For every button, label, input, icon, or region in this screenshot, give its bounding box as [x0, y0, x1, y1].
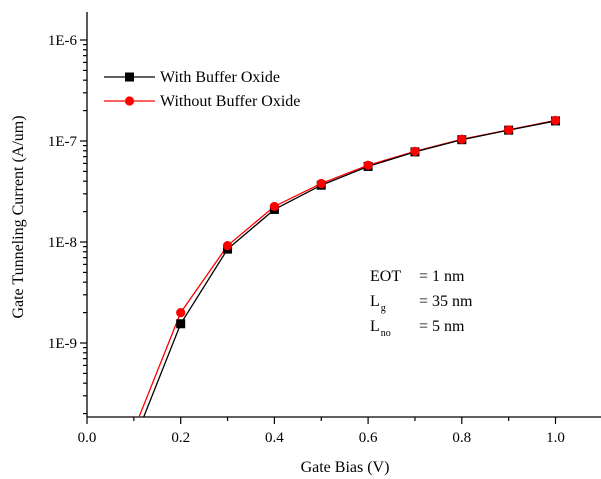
series-line-with-buffer	[143, 120, 556, 417]
data-point-circle	[363, 160, 373, 170]
annotation-block: EOT = 1 nm L g = 35 nm L no = 5 nm	[370, 268, 473, 339]
series-line-without-buffer	[138, 119, 556, 417]
x-tick-label: 0.2	[171, 430, 190, 446]
x-tick-label: 0.8	[452, 430, 471, 446]
legend-label: With Buffer Oxide	[160, 69, 280, 86]
x-tick-label: 0.4	[265, 430, 284, 446]
x-tick-label: 0.6	[359, 430, 378, 446]
data-point-circle	[410, 146, 420, 156]
legend-marker-square	[125, 72, 134, 82]
y-tick-label: 1E-9	[48, 336, 77, 352]
annotation-value: = 1 nm	[419, 268, 465, 285]
data-point-square	[176, 319, 186, 329]
data-point-circle	[457, 134, 467, 144]
y-tick-label: 1E-7	[48, 134, 78, 150]
ticks-layer: 0.0 0.2 0.4 0.6 0.8 1.0 1E-9 1E-8 1E-7 1E-6	[48, 33, 565, 446]
data-point-circle	[176, 307, 186, 318]
annotation-subscript: g	[381, 303, 386, 314]
legend-label: Without Buffer Oxide	[160, 93, 300, 110]
annotation-label: L	[370, 318, 380, 335]
annotation-value: = 5 nm	[419, 318, 465, 335]
y-tick-label: 1E-8	[48, 235, 77, 251]
annotation-label: EOT	[370, 268, 401, 285]
legend-marker-circle	[124, 96, 135, 106]
annotation-value: = 35 nm	[419, 293, 473, 310]
annotation-label: L	[370, 293, 380, 310]
y-axis-title: Gate Tunneling Current (A/um)	[10, 115, 27, 318]
legend: With Buffer Oxide Without Buffer Oxide	[104, 69, 300, 110]
data-point-circle	[269, 201, 279, 212]
annotation-subscript: no	[381, 328, 391, 339]
x-axis-title: Gate Bias (V)	[301, 459, 390, 476]
y-tick-label: 1E-6	[48, 33, 78, 49]
x-tick-label: 0.0	[78, 430, 97, 446]
x-tick-label: 1.0	[546, 430, 565, 446]
data-point-circle	[316, 178, 326, 189]
data-point-circle	[222, 241, 233, 251]
series-markers	[176, 115, 561, 329]
data-point-circle	[504, 125, 514, 135]
data-point-circle	[550, 115, 561, 125]
series-lines	[138, 119, 556, 417]
plot-layer	[86, 12, 601, 418]
